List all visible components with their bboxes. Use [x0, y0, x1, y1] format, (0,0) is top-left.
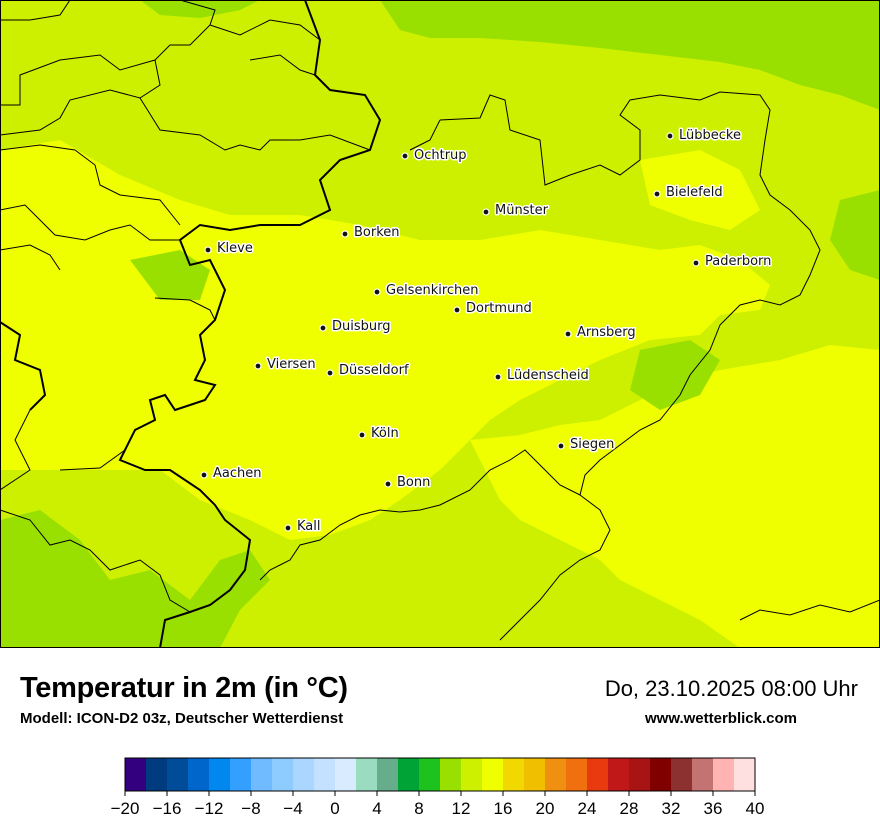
colorbar-tick-label: −8 — [241, 799, 260, 818]
colorbar-tick-label: 16 — [494, 799, 513, 818]
colorbar-tick-label: 4 — [372, 799, 381, 818]
city-label: Kleve — [217, 241, 253, 256]
city-ochtrup[interactable]: Ochtrup — [401, 147, 468, 165]
colorbar-ticks: −20 −16 −12 −8 −4 0 4 8 12 16 20 24 28 32 36 40 — [111, 791, 765, 818]
colorbar-swatch — [209, 758, 231, 791]
colorbar-swatch — [608, 758, 630, 791]
city-label: Dortmund — [466, 301, 532, 316]
colorbar-swatch — [671, 758, 693, 791]
city-kall[interactable]: Kall — [284, 518, 322, 536]
city-muenster[interactable]: Münster — [482, 202, 550, 220]
city-bielefeld[interactable]: Bielefeld — [653, 184, 724, 202]
website-link[interactable]: www.wetterblick.com — [645, 710, 797, 727]
city-label: Gelsenkirchen — [386, 283, 479, 298]
city-viersen[interactable]: Viersen — [254, 356, 317, 374]
city-label: Paderborn — [705, 254, 771, 269]
colorbar-swatch — [356, 758, 378, 791]
city-label: Kall — [297, 519, 321, 534]
city-label: Köln — [371, 426, 399, 441]
colorbar-swatch — [503, 758, 525, 791]
city-label: Bielefeld — [666, 185, 723, 200]
colorbar-swatch — [230, 758, 252, 791]
city-arnsberg[interactable]: Arnsberg — [564, 324, 637, 342]
temperature-map: Lübbecke Ochtrup Bielefeld Münster Borke… — [0, 0, 880, 648]
city-label: Lüdenscheid — [507, 368, 589, 383]
temperature-colorbar: −20 −16 −12 −8 −4 0 4 8 12 16 20 24 28 32 36 40 — [111, 757, 765, 818]
city-label: Münster — [495, 203, 549, 218]
city-kleve[interactable]: Kleve — [204, 240, 254, 258]
city-markers: Lübbecke Ochtrup Bielefeld Münster Borke… — [200, 127, 773, 536]
colorbar-swatch — [167, 758, 189, 791]
colorbar-tick-label: −20 — [111, 799, 140, 818]
forecast-datetime: Do, 23.10.2025 08:00 Uhr — [604, 676, 858, 701]
city-label: Bonn — [397, 475, 430, 490]
colorbar-tick-label: 20 — [536, 799, 555, 818]
country-borders — [0, 0, 382, 648]
regional-borders — [0, 0, 880, 641]
colorbar-swatch — [377, 758, 399, 791]
city-label: Aachen — [213, 466, 261, 481]
colorbar-swatch — [524, 758, 546, 791]
colorbar-swatch — [272, 758, 294, 791]
map-title: Temperatur in 2m (in °C) — [20, 672, 348, 704]
city-label: Duisburg — [332, 319, 391, 334]
colorbar-swatch — [314, 758, 336, 791]
colorbar-swatch — [587, 758, 609, 791]
colorbar-tick-label: 36 — [704, 799, 723, 818]
city-aachen[interactable]: Aachen — [200, 465, 263, 483]
colorbar-tick-label: 12 — [452, 799, 471, 818]
colorbar-swatch — [734, 758, 756, 791]
colorbar-frame — [124, 757, 756, 792]
colorbar-swatch — [692, 758, 714, 791]
model-source: Modell: ICON-D2 03z, Deutscher Wetterdie… — [20, 710, 344, 727]
colorbar-swatch — [461, 758, 483, 791]
city-koeln[interactable]: Köln — [358, 425, 400, 443]
colorbar-swatch — [440, 758, 462, 791]
colorbar-swatch — [545, 758, 567, 791]
colorbar-tick-label: 28 — [620, 799, 639, 818]
colorbar-tick-label: 8 — [414, 799, 423, 818]
colorbar-swatch — [419, 758, 441, 791]
colorbar-swatch — [713, 758, 735, 791]
city-label: Ochtrup — [414, 148, 467, 163]
city-duisburg[interactable]: Duisburg — [319, 318, 392, 336]
colorbar-tick-label: −4 — [283, 799, 302, 818]
city-paderborn[interactable]: Paderborn — [692, 253, 773, 271]
colorbar-swatch — [650, 758, 672, 791]
city-luedenscheid[interactable]: Lüdenscheid — [494, 367, 590, 385]
city-label: Borken — [354, 225, 400, 240]
colorbar-swatch — [251, 758, 273, 791]
colorbar-swatches — [125, 758, 756, 791]
colorbar-swatch — [188, 758, 210, 791]
colorbar-swatch — [335, 758, 357, 791]
colorbar-tick-label: 0 — [330, 799, 339, 818]
city-duesseldorf[interactable]: Düsseldorf — [326, 362, 410, 380]
city-borken[interactable]: Borken — [341, 224, 401, 242]
colorbar-tick-label: −12 — [195, 799, 224, 818]
colorbar-swatch — [482, 758, 504, 791]
colorbar-tick-label: −16 — [153, 799, 182, 818]
colorbar-swatch — [125, 758, 147, 791]
city-gelsenkirchen[interactable]: Gelsenkirchen — [373, 282, 480, 300]
city-label: Arnsberg — [577, 325, 636, 340]
colorbar-swatch — [293, 758, 315, 791]
city-label: Siegen — [570, 437, 614, 452]
city-label: Viersen — [267, 357, 316, 372]
colorbar-tick-label: 24 — [578, 799, 597, 818]
temp-zone-warm — [0, 140, 880, 648]
colorbar-swatch — [566, 758, 588, 791]
colorbar-tick-label: 40 — [746, 799, 765, 818]
city-dortmund[interactable]: Dortmund — [453, 300, 533, 318]
colorbar-swatch — [629, 758, 651, 791]
city-label: Düsseldorf — [339, 363, 409, 378]
city-siegen[interactable]: Siegen — [557, 436, 616, 454]
colorbar-tick-label: 32 — [662, 799, 681, 818]
colorbar-swatch — [146, 758, 168, 791]
city-label: Lübbecke — [679, 128, 741, 143]
city-bonn[interactable]: Bonn — [384, 474, 432, 492]
city-luebbecke[interactable]: Lübbecke — [666, 127, 742, 145]
colorbar-swatch — [398, 758, 420, 791]
